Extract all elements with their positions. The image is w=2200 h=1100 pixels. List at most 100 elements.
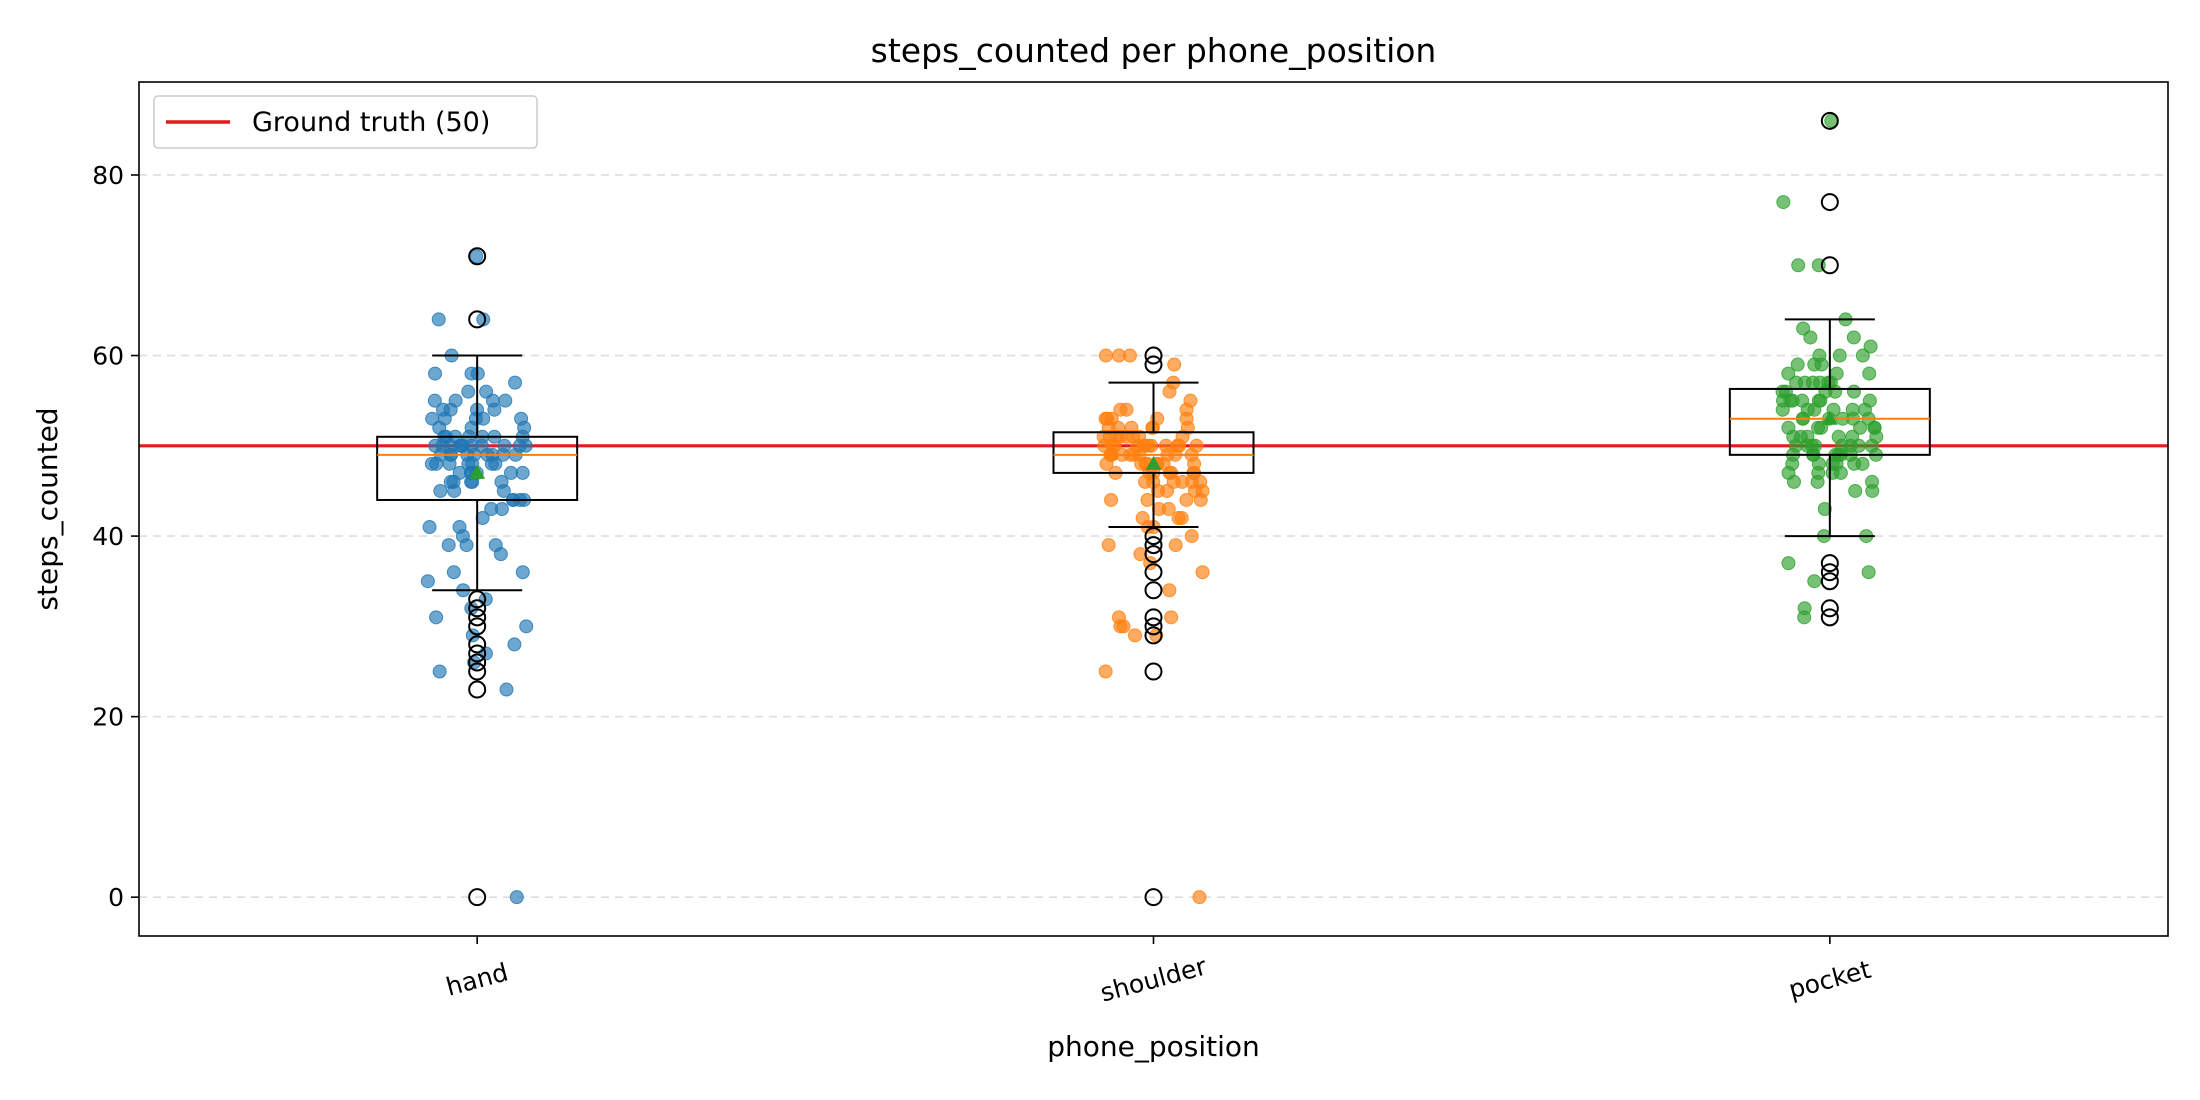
outlier-marker [1820,572,1839,591]
data-point [1111,348,1126,363]
data-point [431,312,446,327]
outlier-marker [1144,581,1163,600]
data-point [1099,456,1114,471]
outlier-marker [468,617,487,636]
data-point [1861,565,1876,580]
mean-marker [469,464,486,479]
data-point [1846,384,1861,399]
data-point [446,565,461,580]
outlier-marker [468,662,487,681]
data-point [424,456,439,471]
data-point [1832,348,1847,363]
chart-title: steps_counted per phone_position [871,31,1437,70]
data-point [1127,628,1142,643]
outlier-marker [1820,563,1839,582]
data-point [1791,258,1806,273]
outlier-marker [1144,626,1163,645]
data-point [515,465,530,480]
data-point [442,456,457,471]
data-point [508,375,523,390]
outlier-marker [468,599,487,618]
data-point [499,682,514,697]
data-point [496,483,511,498]
outlier-marker [468,653,487,672]
outlier-marker [468,608,487,627]
outlier-marker [468,310,487,329]
data-point [1781,556,1796,571]
data-point [1140,492,1155,507]
data-point [1862,366,1877,381]
data-point [1175,474,1190,489]
data-point [1133,547,1148,562]
outlier-marker [1144,662,1163,681]
data-point [1164,610,1179,625]
data-point [1785,393,1800,408]
data-point [1863,339,1878,354]
data-point [1847,456,1862,471]
data-point [1790,357,1805,372]
y-tick-label: 40 [92,522,124,551]
data-point [1193,492,1208,507]
data-point [1161,502,1176,516]
data-point [1179,492,1194,507]
data-point [1807,402,1822,417]
mean-marker [1821,410,1838,425]
y-tick-label: 20 [92,703,124,732]
y-tick-label: 60 [92,342,124,371]
outlier-marker [1144,355,1163,374]
data-point [1167,357,1182,372]
data-point [1098,664,1113,679]
data-point [1781,366,1796,381]
data-point [1810,474,1825,489]
data-point [484,456,499,471]
data-point [441,538,456,553]
data-point [475,511,490,526]
data-point [1145,420,1160,435]
data-point [428,366,443,381]
y-tick-label: 80 [92,161,124,190]
data-point [465,628,480,643]
box [1052,431,1255,474]
outlier-marker [1144,888,1163,907]
data-point [1143,556,1158,571]
data-point [1775,402,1790,417]
outlier-marker [468,635,487,654]
data-point [1113,402,1128,417]
data-point [484,502,499,516]
outlier-marker [1820,256,1839,275]
data-point [1192,890,1207,905]
data-point [432,664,447,679]
data-point [1796,321,1811,336]
outlier-marker [468,888,487,907]
data-point [422,520,437,535]
box [1728,387,1931,456]
data-point [1855,348,1870,363]
data-point [487,402,502,417]
outlier-marker [1144,563,1163,582]
outlier-marker [1144,536,1163,555]
data-point [1162,384,1177,399]
outlier-marker [468,590,487,609]
outlier-marker [1144,545,1163,564]
y-axis: 0 20 40 60 80 [92,161,139,912]
outlier-marker [1144,527,1163,546]
data-point [1807,574,1822,589]
data-point [1865,483,1880,498]
data-point [519,619,534,634]
data-point [515,565,530,580]
data-point [1101,538,1116,553]
data-point [507,637,522,652]
data-point [1162,583,1177,598]
outlier-marker [1820,111,1839,130]
data-point [1195,565,1210,580]
data-point [433,483,448,498]
data-point [420,574,435,589]
legend-box [153,95,538,149]
data-point [509,890,524,905]
y-axis-label: steps_counted [31,407,64,610]
data-point [1833,465,1848,480]
outlier-marker [1144,608,1163,627]
legend-entry-ground-truth: Ground truth (50) [252,107,490,138]
data-point [1098,348,1113,363]
